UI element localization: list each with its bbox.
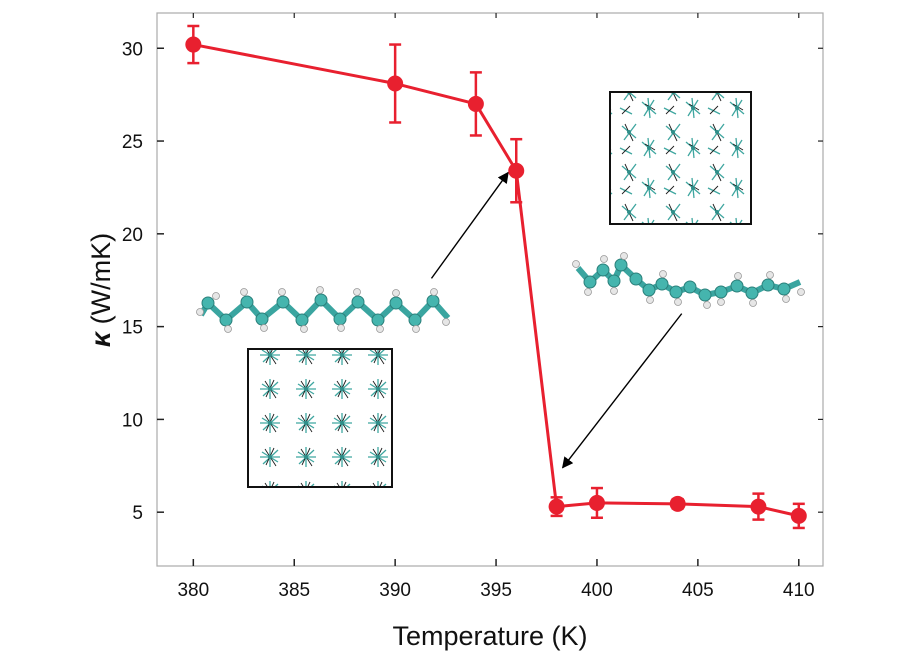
x-tick-label: 380 bbox=[177, 580, 209, 601]
data-point bbox=[750, 498, 767, 515]
axis-tick-labels: 380 385 390 395 400 405 410 5 10 15 20 25 30 bbox=[122, 39, 815, 601]
annotation-arrows bbox=[430, 171, 683, 469]
data-point bbox=[588, 494, 605, 511]
y-tick-label: 25 bbox=[122, 132, 143, 153]
y-axis-title: κ (W/mK) bbox=[86, 233, 116, 347]
y-axis-symbol: κ bbox=[86, 330, 116, 347]
solid-chain-inset bbox=[196, 286, 451, 333]
solid-crosssection-inset bbox=[247, 348, 393, 488]
solid-phase-arrow bbox=[430, 171, 509, 279]
liquid-crosssection-inset bbox=[609, 91, 752, 225]
data-point bbox=[387, 75, 404, 92]
liquid-chain-inset bbox=[572, 252, 805, 309]
x-tick-label: 400 bbox=[581, 580, 613, 601]
x-tick-label: 395 bbox=[480, 580, 512, 601]
data-point bbox=[508, 162, 525, 179]
axis-ticks bbox=[157, 13, 823, 566]
data-point bbox=[790, 507, 807, 524]
y-tick-label: 5 bbox=[132, 503, 143, 524]
x-tick-label: 385 bbox=[278, 580, 310, 601]
y-tick-label: 10 bbox=[122, 410, 143, 431]
y-tick-label: 30 bbox=[122, 39, 143, 60]
x-tick-label: 410 bbox=[783, 580, 815, 601]
liquid-phase-arrow bbox=[561, 313, 683, 469]
y-axis-unit: (W/mK) bbox=[86, 233, 116, 332]
data-point bbox=[548, 498, 565, 515]
x-tick-label: 405 bbox=[682, 580, 714, 601]
data-point bbox=[669, 495, 686, 512]
x-tick-label: 390 bbox=[379, 580, 411, 601]
plot-frame bbox=[156, 12, 824, 567]
y-tick-label: 15 bbox=[122, 318, 143, 339]
data-point bbox=[467, 95, 484, 112]
data-series bbox=[185, 24, 807, 530]
x-axis-title: Temperature (K) bbox=[392, 621, 587, 651]
data-point bbox=[185, 36, 202, 53]
y-tick-label: 20 bbox=[122, 225, 143, 246]
